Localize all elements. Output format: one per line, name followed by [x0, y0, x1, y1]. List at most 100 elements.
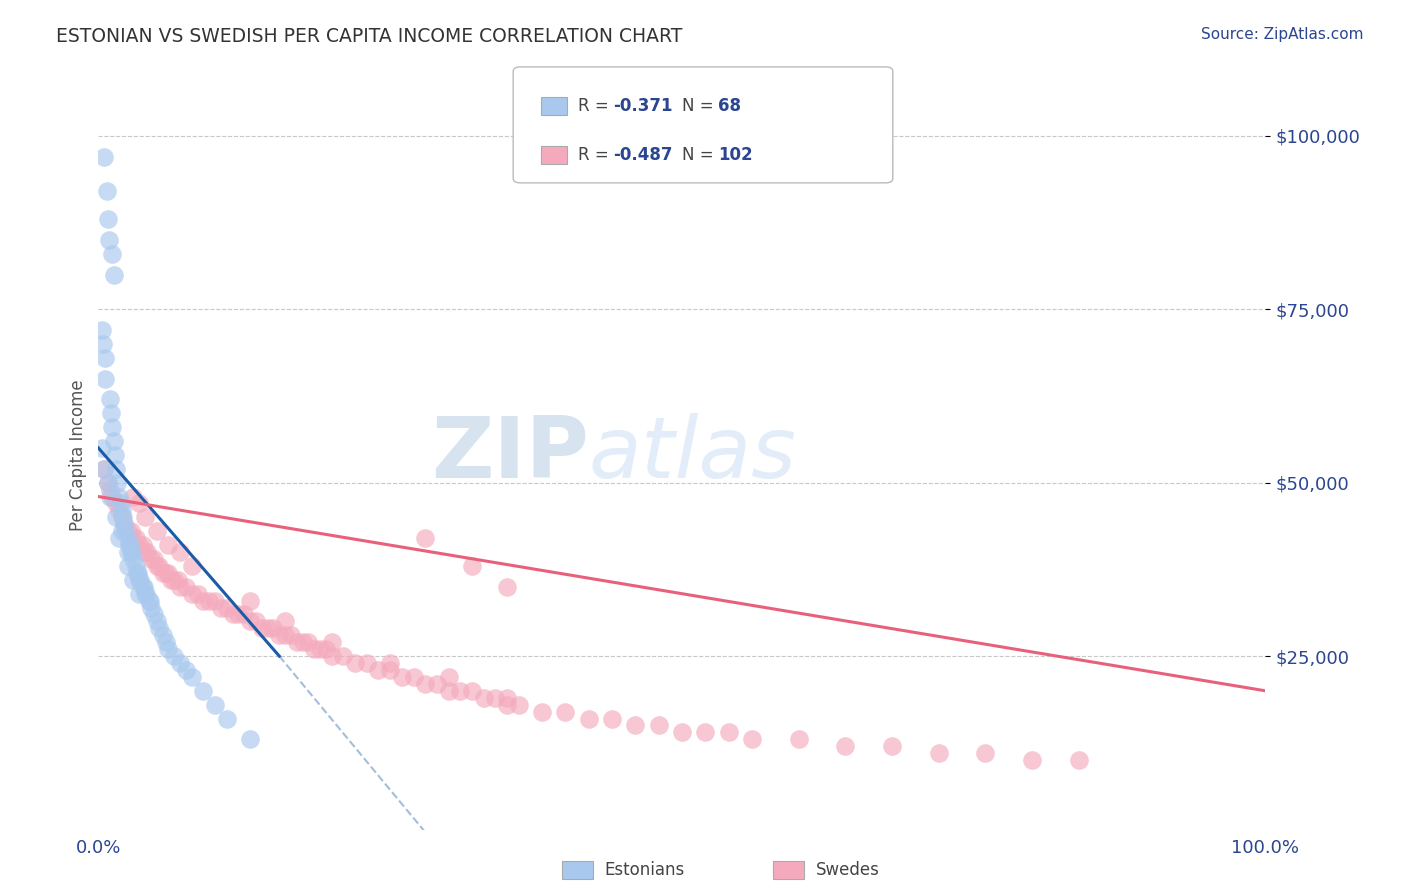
Point [1067, 753, 1090, 767]
Point [554, 705, 576, 719]
Point [496, 580, 519, 594]
Point [132, 538, 155, 552]
Point [880, 739, 903, 754]
Point [391, 670, 413, 684]
Point [356, 656, 378, 670]
Point [143, 552, 166, 566]
Point [530, 705, 553, 719]
Point [198, 593, 221, 607]
Point [135, 587, 157, 601]
Point [98, 392, 121, 407]
Point [309, 642, 332, 657]
Point [139, 600, 162, 615]
Point [146, 615, 169, 629]
Point [104, 448, 127, 462]
Point [157, 566, 180, 580]
Point [129, 573, 152, 587]
Point [928, 746, 950, 760]
Point [152, 628, 174, 642]
Point [155, 566, 177, 580]
Text: 68: 68 [718, 96, 741, 114]
Point [134, 587, 156, 601]
Point [93, 462, 115, 476]
Point [787, 732, 810, 747]
Point [315, 642, 337, 657]
Point [110, 496, 132, 510]
Point [146, 524, 169, 539]
Point [239, 732, 262, 747]
Point [111, 524, 134, 539]
Point [1021, 753, 1043, 767]
Point [122, 531, 145, 545]
Point [101, 246, 124, 260]
Text: ZIP: ZIP [430, 413, 589, 497]
Point [117, 558, 139, 573]
Point [717, 725, 740, 739]
Point [117, 524, 139, 539]
Point [169, 580, 191, 594]
Point [578, 712, 600, 726]
Point [163, 573, 186, 587]
Text: R =: R = [578, 146, 614, 164]
Point [117, 545, 139, 559]
Point [274, 615, 297, 629]
Point [180, 558, 202, 573]
Point [834, 739, 856, 754]
Point [159, 573, 181, 587]
Text: 102: 102 [718, 146, 754, 164]
Point [157, 642, 180, 657]
Point [484, 690, 506, 705]
Point [600, 712, 623, 726]
Point [108, 531, 131, 545]
Point [174, 580, 197, 594]
Point [111, 510, 134, 524]
Point [90, 323, 112, 337]
Point [105, 475, 128, 490]
Point [163, 649, 186, 664]
Point [148, 621, 170, 635]
Point [134, 545, 156, 559]
Point [122, 490, 145, 504]
Point [437, 683, 460, 698]
Point [128, 587, 150, 601]
Point [215, 712, 238, 726]
Point [103, 268, 125, 282]
Point [426, 677, 449, 691]
Point [221, 607, 243, 622]
Point [437, 670, 460, 684]
Point [138, 593, 160, 607]
Point [285, 635, 308, 649]
Point [974, 746, 997, 760]
Point [125, 531, 148, 545]
Point [96, 184, 118, 198]
Point [152, 566, 174, 580]
Point [449, 683, 471, 698]
Point [671, 725, 693, 739]
Point [262, 621, 284, 635]
Point [98, 483, 121, 497]
Point [280, 628, 302, 642]
Point [169, 545, 191, 559]
Point [169, 656, 191, 670]
Point [472, 690, 495, 705]
Text: atlas: atlas [589, 413, 797, 497]
Point [122, 573, 145, 587]
Point [250, 621, 273, 635]
Point [228, 607, 250, 622]
Point [204, 593, 226, 607]
Point [344, 656, 367, 670]
Point [128, 496, 150, 510]
Point [209, 600, 232, 615]
Point [413, 677, 436, 691]
Point [624, 718, 647, 732]
Point [148, 558, 170, 573]
Point [297, 635, 319, 649]
Point [413, 531, 436, 545]
Point [187, 587, 209, 601]
Point [94, 351, 117, 365]
Point [128, 538, 150, 552]
Point [304, 642, 326, 657]
Text: ESTONIAN VS SWEDISH PER CAPITA INCOME CORRELATION CHART: ESTONIAN VS SWEDISH PER CAPITA INCOME CO… [56, 27, 683, 45]
Point [496, 690, 519, 705]
Point [139, 593, 162, 607]
